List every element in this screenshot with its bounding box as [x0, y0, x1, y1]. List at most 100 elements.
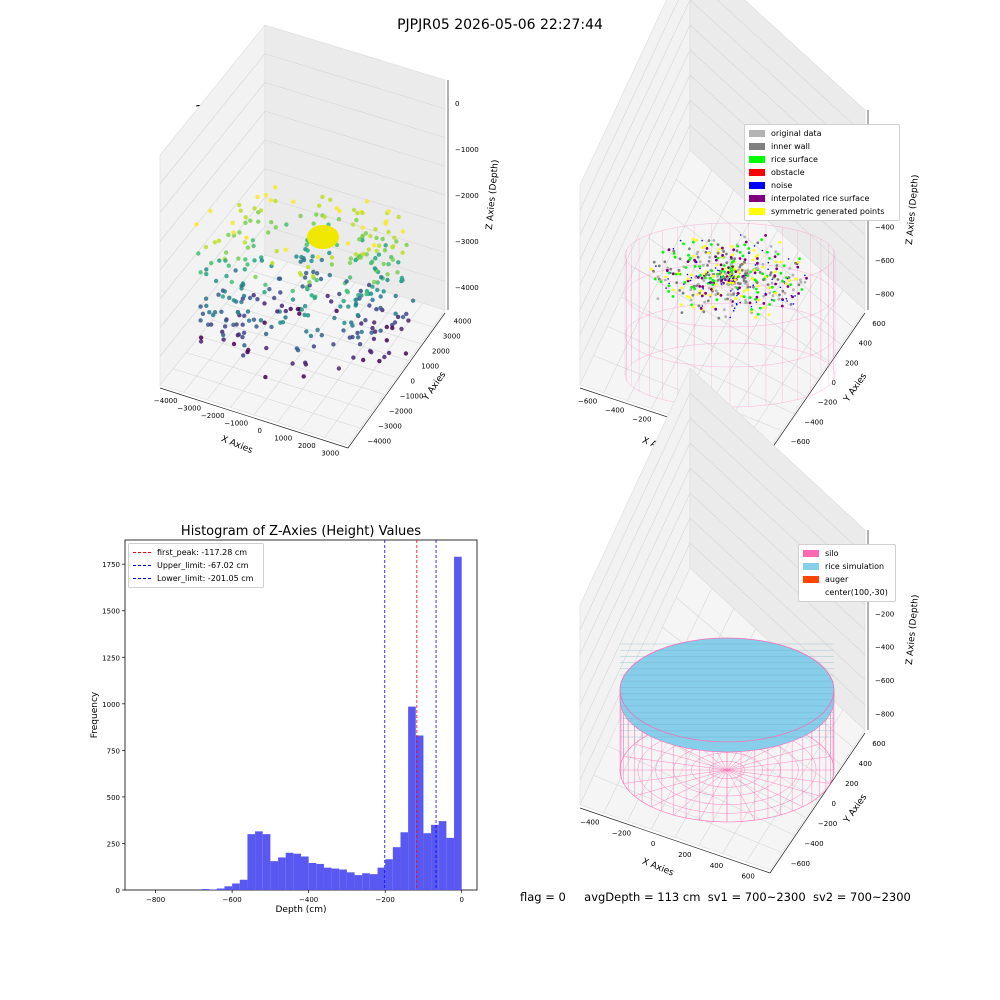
data-point: [280, 320, 286, 325]
data-point: [374, 307, 379, 312]
data-point: [721, 278, 724, 281]
data-point: [667, 278, 669, 280]
data-point: [711, 283, 715, 286]
data-point: [224, 317, 229, 322]
data-point: [245, 262, 250, 267]
data-point: [371, 336, 377, 342]
x-tick-label: −400: [299, 896, 318, 904]
data-point: [349, 320, 354, 325]
data-point: [284, 222, 289, 227]
data-point: [746, 288, 749, 292]
y-tick-label: −2000: [389, 408, 413, 416]
histogram-bar: [285, 852, 294, 890]
grid-line: [159, 82, 266, 213]
data-point: [204, 267, 209, 272]
data-point: [334, 308, 339, 314]
data-point: [769, 245, 773, 248]
legend-swatch: [749, 169, 765, 176]
histogram-bar: [369, 874, 378, 890]
data-point: [667, 248, 671, 252]
data-point: [754, 287, 758, 291]
data-point: [382, 354, 387, 360]
data-point: [329, 299, 334, 304]
data-point: [263, 192, 269, 198]
data-point: [231, 341, 237, 347]
data-point: [702, 288, 704, 290]
data-point: [318, 276, 324, 282]
data-point: [743, 243, 747, 247]
grid-line: [689, 392, 866, 556]
data-point: [246, 318, 252, 323]
grid-line: [745, 709, 844, 863]
y-tick-label: 200: [845, 359, 858, 367]
data-point: [350, 222, 356, 227]
data-point: [787, 276, 791, 279]
data-point: [258, 318, 264, 323]
data-point: [729, 299, 733, 302]
data-point: [698, 260, 702, 264]
data-point: [274, 248, 279, 254]
data-point: [678, 257, 682, 261]
data-point: [264, 345, 269, 351]
data-point: [364, 252, 369, 257]
x-axis-label: Depth (cm): [275, 905, 326, 915]
data-point: [360, 233, 365, 238]
data-point: [729, 266, 733, 270]
data-point: [663, 278, 667, 282]
data-point: [750, 305, 753, 308]
data-point: [716, 278, 720, 282]
data-point: [767, 261, 770, 264]
data-point: [774, 282, 777, 286]
data-point: [762, 294, 765, 298]
data-point: [779, 260, 783, 264]
data-point: [221, 332, 226, 338]
data-point: [672, 248, 675, 250]
y-tick-label: 0: [411, 378, 415, 386]
data-point: [693, 287, 696, 291]
data-point: [396, 260, 401, 265]
data-point: [724, 278, 727, 281]
y-tick-label: −400: [804, 840, 823, 848]
data-point: [743, 272, 747, 275]
data-point: [304, 242, 309, 247]
data-point: [220, 288, 226, 293]
data-point: [734, 275, 738, 279]
data-point: [696, 293, 699, 296]
data-point: [314, 271, 320, 276]
data-point: [715, 263, 719, 267]
data-point: [707, 271, 709, 274]
data-point: [392, 320, 398, 325]
data-point: [308, 333, 314, 339]
histogram-bar: [438, 821, 447, 890]
data-point: [684, 266, 688, 269]
x-tick-label: −600: [223, 896, 242, 904]
data-point: [386, 350, 392, 356]
legend-entry: inner wall: [749, 140, 895, 153]
z-tick-label: −600: [875, 677, 894, 685]
data-point: [755, 281, 759, 285]
data-point: [250, 238, 256, 243]
data-point: [298, 213, 303, 219]
data-point: [251, 317, 257, 322]
data-point: [243, 220, 248, 225]
data-point: [240, 334, 245, 340]
histogram-bar: [339, 869, 347, 890]
data-point: [737, 288, 739, 291]
x-tick-label: 2000: [298, 442, 316, 450]
data-point: [742, 260, 746, 264]
data-point: [796, 265, 800, 269]
y-tick-label: −4000: [367, 438, 391, 446]
grid-line: [264, 139, 446, 196]
data-point: [254, 324, 259, 329]
data-point: [678, 289, 682, 292]
data-point: [309, 293, 314, 298]
data-point: [377, 358, 382, 364]
data-point: [358, 288, 363, 294]
data-point: [683, 280, 687, 284]
grid-line: [264, 110, 446, 167]
data-point: [360, 210, 365, 216]
data-point: [653, 277, 657, 281]
data-point: [805, 276, 808, 280]
data-point: [708, 281, 711, 284]
data-point: [327, 250, 332, 256]
